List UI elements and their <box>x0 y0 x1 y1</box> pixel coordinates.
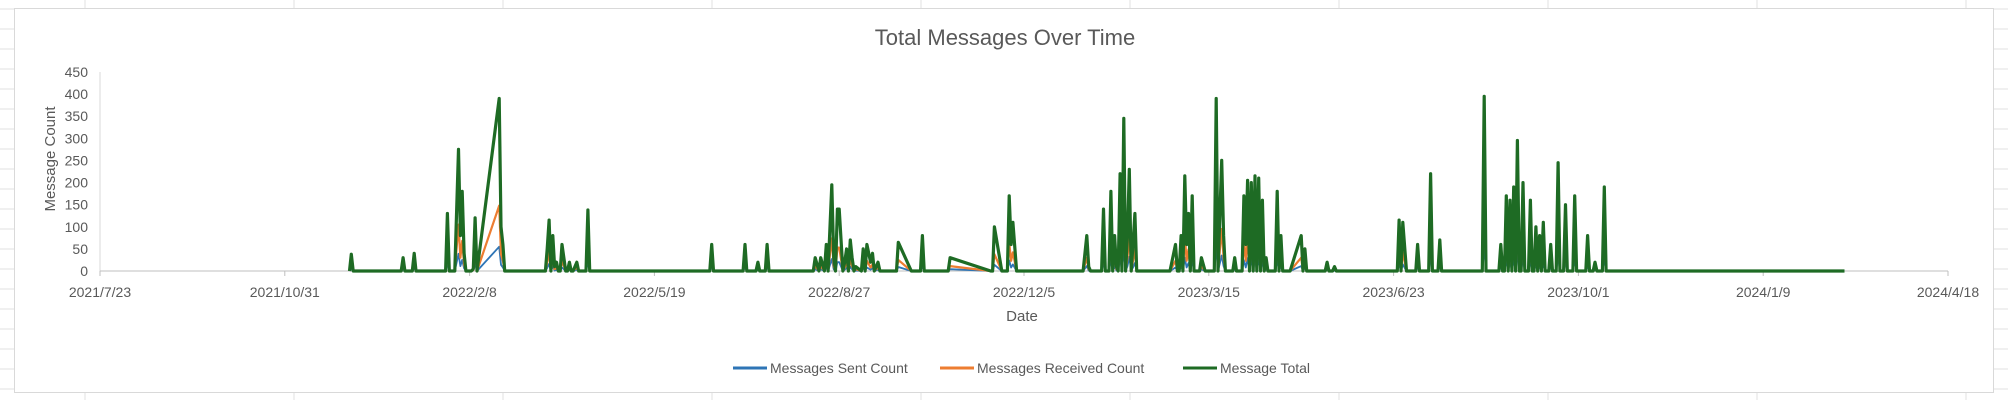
y-tick-label: 150 <box>65 197 89 213</box>
y-tick-label: 350 <box>65 108 89 124</box>
x-tick-label: 2023/10/1 <box>1547 284 1609 300</box>
y-tick-label: 100 <box>65 219 89 235</box>
x-axis-title: Date <box>1006 308 1038 325</box>
legend[interactable]: Messages Sent Count Messages Received Cou… <box>733 360 1310 376</box>
y-tick-label: 250 <box>65 152 89 168</box>
chart-area[interactable]: Total Messages Over Time Message Count D… <box>14 8 1994 393</box>
chart-svg: Total Messages Over Time Message Count D… <box>42 25 1980 376</box>
legend-label: Messages Sent Count <box>770 360 908 376</box>
legend-label: Message Total <box>1220 360 1310 376</box>
y-tick-label: 300 <box>65 130 89 146</box>
series-line-1 <box>348 203 1845 273</box>
y-tick-label: 0 <box>80 263 88 279</box>
y-tick-label: 400 <box>65 86 89 102</box>
x-tick-label: 2022/12/5 <box>993 284 1055 300</box>
y-axis-title: Message Count <box>42 106 59 212</box>
x-tick-label: 2021/7/23 <box>69 284 131 300</box>
x-tick-label: 2022/8/27 <box>808 284 870 300</box>
y-tick-label: 450 <box>65 64 89 80</box>
x-tick-label: 2022/5/19 <box>623 284 685 300</box>
y-tick-label: 200 <box>65 175 89 191</box>
x-tick-label: 2022/2/8 <box>442 284 497 300</box>
y-tick-label: 50 <box>72 241 88 257</box>
x-tick-label: 2021/10/31 <box>250 284 320 300</box>
x-tick-label: 2024/4/18 <box>1917 284 1979 300</box>
x-tick-label: 2023/3/15 <box>1178 284 1240 300</box>
x-tick-label: 2023/6/23 <box>1362 284 1424 300</box>
x-tick-label: 2024/1/9 <box>1736 284 1791 300</box>
chart-title: Total Messages Over Time <box>875 25 1135 50</box>
plot-area: 0 50 100 150 200 250 300 350 400 450 2021/7/23 2021… <box>65 64 1980 300</box>
series-line-2 <box>347 94 1845 273</box>
legend-label: Messages Received Count <box>977 360 1144 376</box>
